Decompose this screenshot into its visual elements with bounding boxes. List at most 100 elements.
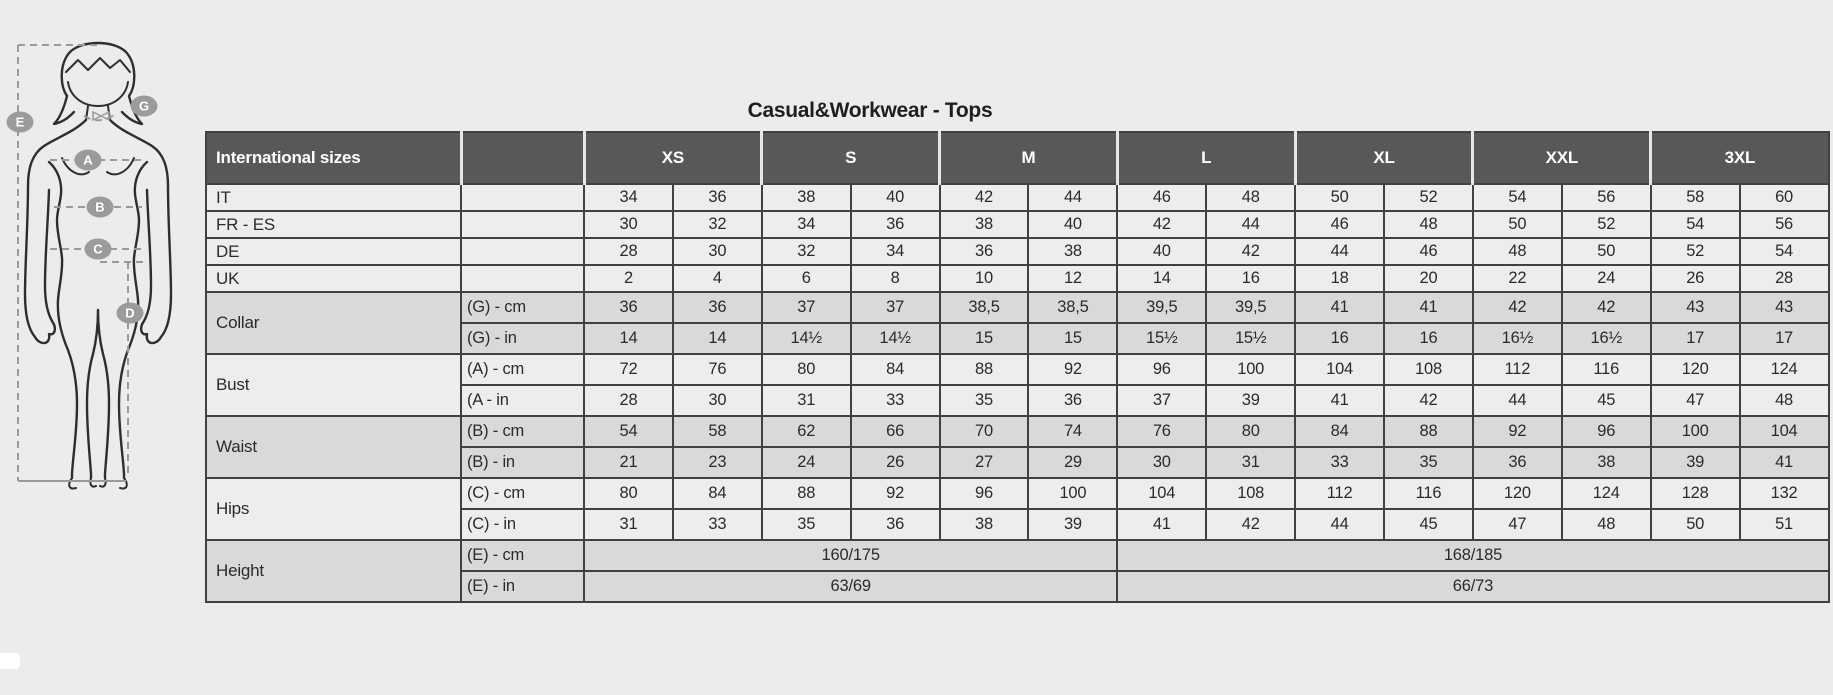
value-cell: 88 xyxy=(1383,415,1474,448)
value-cell: 41 xyxy=(1383,291,1474,324)
row-label: IT xyxy=(205,183,462,212)
value-cell: 47 xyxy=(1649,384,1741,417)
value-cell: 38 xyxy=(938,210,1030,239)
value-cell: 14 xyxy=(583,322,674,355)
value-cell: 92 xyxy=(1027,353,1119,386)
value-cell: 41 xyxy=(1294,384,1386,417)
female-silhouette xyxy=(23,41,173,490)
value-cell: 96 xyxy=(1560,415,1652,448)
value-cell: 104 xyxy=(1294,353,1386,386)
measurement-guides xyxy=(17,44,146,482)
value-cell: 47 xyxy=(1471,508,1563,541)
value-cell: 39,5 xyxy=(1205,291,1297,324)
conversion-row: DE 28 30 32 34 36 38 40 42 44 46 48 50 52 54 xyxy=(205,237,1830,266)
empty-sub-cell xyxy=(460,183,585,212)
value-cell: 44 xyxy=(1294,508,1386,541)
value-cell: 96 xyxy=(938,477,1030,510)
value-cell: 41 xyxy=(1738,446,1830,479)
size-header-s: S xyxy=(760,131,942,185)
value-cell: 36 xyxy=(938,237,1030,266)
size-header-xl: XL xyxy=(1293,131,1475,185)
value-cell: 56 xyxy=(1738,210,1830,239)
value-cell: 120 xyxy=(1471,477,1563,510)
measure-label: Waist xyxy=(205,415,462,479)
badge-d-circle xyxy=(116,302,144,324)
value-cell: 8 xyxy=(849,264,941,293)
badge-d-label: D xyxy=(125,306,134,321)
value-cell: 30 xyxy=(671,237,763,266)
value-cell: 40 xyxy=(849,183,941,212)
collar-bow-icon xyxy=(92,110,110,122)
value-cell: 34 xyxy=(760,210,852,239)
value-cell: 14½ xyxy=(760,322,852,355)
value-cell: 42 xyxy=(1383,384,1474,417)
value-cell: 54 xyxy=(1738,237,1830,266)
corner-header-label: International sizes xyxy=(205,131,463,185)
value-cell: 38 xyxy=(760,183,852,212)
size-table-body: IT 34 36 38 40 42 44 46 48 50 52 54 56 58 60 FR - ES 30 3… xyxy=(205,183,1830,603)
hair-fringe xyxy=(65,57,131,73)
measurement-row: (A - in 28 30 31 33 35 36 37 39 41 42 44 45 47 48 xyxy=(206,384,1830,417)
value-cell: 54 xyxy=(1649,210,1741,239)
value-cell: 76 xyxy=(1116,415,1208,448)
value-cell: 31 xyxy=(1205,446,1297,479)
value-cell: 132 xyxy=(1738,477,1830,510)
value-cell: 42 xyxy=(938,183,1030,212)
value-cell: 35 xyxy=(938,384,1030,417)
value-cell: 60 xyxy=(1738,183,1830,212)
inner-leg-outlines xyxy=(85,308,111,480)
value-cell: 72 xyxy=(583,353,674,386)
value-cell: 37 xyxy=(760,291,852,324)
value-cell: 100 xyxy=(1205,353,1297,386)
measurement-row: Collar (G) - cm 36 36 37 37 38,5 38,5 39,5 39,5 41… xyxy=(205,291,1830,355)
value-cell: 17 xyxy=(1649,322,1741,355)
value-cell: 112 xyxy=(1294,477,1386,510)
value-cell: 42 xyxy=(1205,508,1297,541)
value-cell: 48 xyxy=(1205,183,1297,212)
value-cell: 14½ xyxy=(849,322,941,355)
collar-guide-line xyxy=(83,113,117,122)
value-cell: 21 xyxy=(583,446,674,479)
value-cell: 92 xyxy=(1471,415,1563,448)
measurement-row: (G) - in 14 14 14½ 14½ 15 15 15½ 15½ 16 16 16½ 16½ 17… xyxy=(206,322,1830,355)
value-cell: 14 xyxy=(671,322,763,355)
value-cell: 88 xyxy=(938,353,1030,386)
value-cell: 26 xyxy=(849,446,941,479)
badge-c-label: C xyxy=(93,242,103,257)
value-cell: 36 xyxy=(1471,446,1563,479)
value-cell: 80 xyxy=(1205,415,1297,448)
value-cell: 30 xyxy=(583,210,674,239)
empty-sub-cell xyxy=(460,237,585,266)
badge-c-circle xyxy=(84,238,112,260)
measurement-row: Hips (C) - cm 80 84 88 92 96 100 104 108 112 116 120… xyxy=(205,477,1830,541)
value-cell: 29 xyxy=(1027,446,1119,479)
measurement-row: (E) - in 63/69 66/73 xyxy=(206,570,1830,603)
value-cell: 22 xyxy=(1471,264,1563,293)
value-cell: 44 xyxy=(1027,183,1119,212)
value-cell: 42 xyxy=(1560,291,1652,324)
value-cell: 45 xyxy=(1383,508,1474,541)
value-cell: 124 xyxy=(1560,477,1652,510)
unit-sub-label: (E) - cm xyxy=(460,539,585,572)
measure-label: Bust xyxy=(205,353,462,417)
value-cell: 50 xyxy=(1649,508,1741,541)
value-cell: 36 xyxy=(849,508,941,541)
value-cell: 42 xyxy=(1205,237,1297,266)
value-cell: 44 xyxy=(1471,384,1563,417)
value-cell: 44 xyxy=(1294,237,1386,266)
value-cell: 100 xyxy=(1649,415,1741,448)
value-cell: 33 xyxy=(849,384,941,417)
value-cell: 24 xyxy=(760,446,852,479)
corner-artifact xyxy=(0,653,20,669)
value-cell: 37 xyxy=(1116,384,1208,417)
row-label: DE xyxy=(205,237,462,266)
measurement-row: Waist (B) - cm 54 58 62 66 70 74 76 80 84 88 92 96 100… xyxy=(205,415,1830,479)
span-value-cell: 66/73 xyxy=(1116,570,1830,603)
value-cell: 41 xyxy=(1294,291,1386,324)
unit-sub-label: (B) - cm xyxy=(460,415,585,448)
size-header-l: L xyxy=(1115,131,1297,185)
value-cell: 100 xyxy=(1027,477,1119,510)
value-cell: 28 xyxy=(583,237,674,266)
value-cell: 17 xyxy=(1738,322,1830,355)
value-cell: 108 xyxy=(1205,477,1297,510)
